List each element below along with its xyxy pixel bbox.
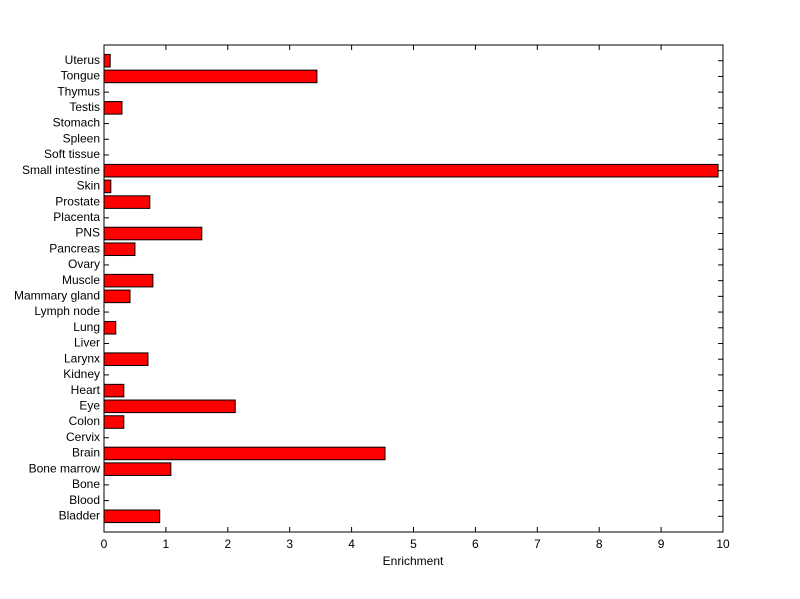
y-tick-label: Uterus (65, 53, 100, 67)
bar (103, 446, 386, 461)
y-tick-label: Bone marrow (29, 461, 101, 475)
y-tick-label: Lymph node (34, 304, 100, 318)
bar (103, 179, 112, 194)
y-tick-label: Larynx (64, 351, 100, 365)
x-tick-label: 3 (286, 537, 293, 551)
x-tick-label: 9 (658, 537, 665, 551)
x-tick-label: 8 (596, 537, 603, 551)
y-tick-label: Testis (69, 100, 100, 114)
bar (103, 69, 318, 84)
y-tick-label: Liver (74, 336, 100, 350)
y-tick-label: Soft tissue (44, 147, 100, 161)
x-tick-label: 5 (410, 537, 417, 551)
x-tick-label: 7 (534, 537, 541, 551)
y-tick-label: Eye (79, 398, 100, 412)
y-tick-label: Prostate (55, 194, 100, 208)
bar (103, 462, 172, 476)
y-tick-label: Heart (71, 383, 101, 397)
x-axis-label: Enrichment (383, 554, 444, 568)
bar (103, 289, 131, 304)
y-tick-label: Bone (72, 477, 100, 491)
x-tick-label: 1 (163, 537, 170, 551)
x-tick-label: 10 (716, 537, 730, 551)
y-tick-label: Brain (72, 446, 100, 460)
bar (103, 163, 719, 178)
y-tick-label: Mammary gland (14, 289, 100, 303)
y-tick-label: PNS (75, 226, 100, 240)
bar (103, 352, 149, 366)
x-tick-label: 0 (101, 537, 108, 551)
y-tick-label: Stomach (53, 116, 100, 130)
x-tick-label: 6 (472, 537, 479, 551)
y-tick-label: Placenta (53, 210, 100, 224)
bar (103, 399, 236, 414)
y-tick-label: Pancreas (49, 241, 100, 255)
y-tick-label: Small intestine (22, 163, 100, 177)
y-tick-label: Lung (73, 320, 100, 334)
y-tick-label: Ovary (68, 257, 100, 271)
y-tick-label: Cervix (66, 430, 100, 444)
bar (103, 509, 161, 524)
y-tick-label: Skin (77, 179, 100, 193)
y-tick-label: Tongue (61, 69, 101, 83)
y-tick-label: Muscle (62, 273, 100, 287)
y-tick-label: Colon (69, 414, 100, 428)
bar (103, 53, 111, 68)
y-tick-label: Blood (69, 493, 100, 507)
bar (103, 320, 117, 335)
bar (103, 415, 125, 429)
bar (103, 226, 203, 241)
bar (103, 195, 151, 209)
bar (103, 242, 136, 257)
y-tick-label: Kidney (63, 367, 100, 381)
y-tick-label: Spleen (63, 131, 100, 145)
x-tick-label: 4 (348, 537, 355, 551)
bar (103, 273, 154, 288)
bar (103, 383, 125, 398)
bar (103, 101, 123, 115)
y-tick-label: Bladder (59, 508, 100, 522)
y-tick-label: Thymus (57, 84, 100, 98)
x-tick-label: 2 (224, 537, 231, 551)
